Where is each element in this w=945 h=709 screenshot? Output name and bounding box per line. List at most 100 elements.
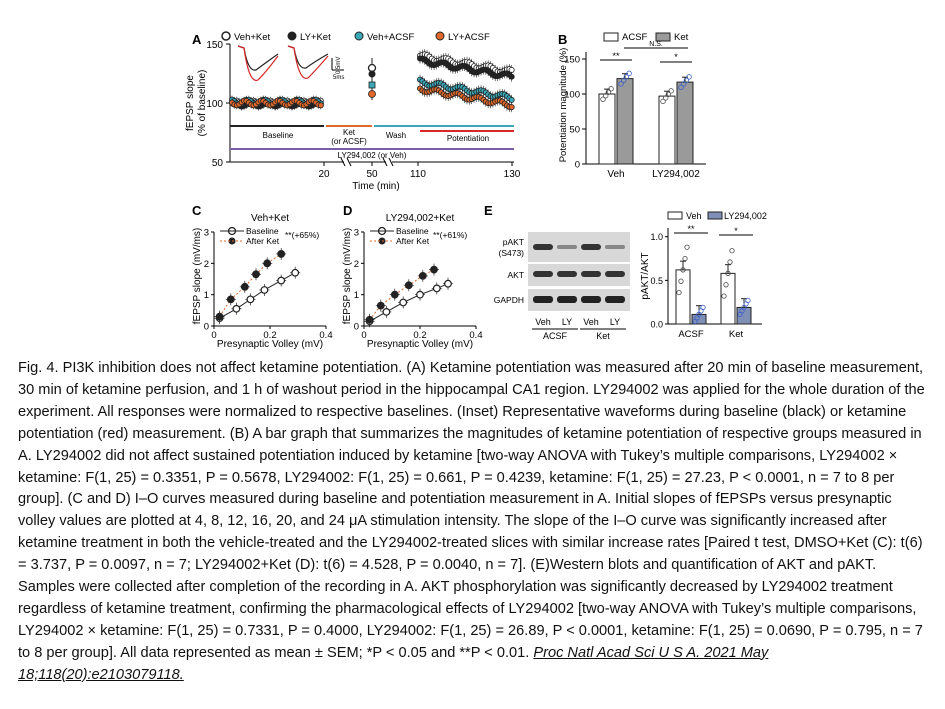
panel-c-point-after-ket (277, 250, 286, 258)
panel-b-datapoint (626, 70, 632, 77)
panel-d-ytick-label: 1 (354, 290, 359, 301)
panel-b-x-ly: LY294,002 (652, 169, 700, 180)
panel-e-ylabel: pAKT/AKT (640, 252, 651, 299)
panel-a-xtick-110: 110 (410, 169, 426, 180)
panel-d-line-after-ket (369, 269, 435, 321)
panel-b-datapoint (618, 81, 624, 87)
panel-d-ytick-label: 2 (354, 259, 359, 270)
panel-c-point-after-ket (263, 259, 272, 268)
panel-b-datapoint (623, 74, 630, 80)
panel-c-legend-afterket: After Ket (246, 236, 280, 246)
lane-1: Veh (535, 317, 551, 327)
panel-c-point-baseline (277, 276, 286, 285)
panel-d-ytick-label: 3 (354, 228, 359, 239)
panel-a-ylabel-2: (% of baseline) (197, 70, 208, 137)
blot-group-ket: Ket (596, 331, 610, 341)
panel-e-sig-ket: * (734, 226, 738, 236)
blot-group-acsf: ACSF (543, 331, 568, 341)
panel-b-datapoint (668, 88, 674, 94)
panel-c-ytick-label: 2 (204, 259, 209, 270)
panel-b-datapoint (678, 84, 684, 91)
panel-d-point-baseline (399, 298, 408, 307)
panel-e-bar-veh (720, 272, 736, 325)
panel-c-point-baseline (291, 268, 300, 277)
panel-c-ytick-label: 0 (204, 322, 209, 333)
panel-b-label: B (558, 32, 567, 47)
panel-d-ylabel: fEPSP slope (mV/ms) (342, 228, 353, 325)
tc-point-veh-acsf (508, 96, 515, 103)
panel-a-ytick-100: 100 (206, 99, 223, 110)
panel-b-datapoint (686, 74, 692, 80)
panel-e-ytick-label: 0.0 (650, 320, 663, 330)
panel-e-legend-ly: LY294,002 (724, 211, 767, 221)
panel-b-bar-ket (676, 81, 694, 165)
panel-b-sig-ly: * (674, 52, 678, 62)
tc-point-ly-ket (508, 73, 515, 80)
lane-2: LY (562, 317, 572, 327)
panel-d-legend-baseline: Baseline (396, 226, 429, 236)
panel-e-datapoint (678, 278, 684, 284)
panel-b-datapoint (600, 96, 606, 102)
panel-e-label: E (484, 203, 493, 218)
panel-b-legend-ket: Ket (674, 32, 689, 43)
western-blot (528, 232, 630, 311)
figure-caption: Fig. 4. PI3K inhibition does not affect … (18, 358, 930, 687)
panel-b-ytick-label: 150 (564, 55, 580, 66)
panel-c-point-baseline (246, 295, 255, 304)
panel-d-xtick-label: 0.4 (469, 330, 482, 341)
panel-c-point-baseline (260, 286, 269, 294)
panel-c-legend-baseline: Baseline (246, 226, 279, 236)
panel-b-datapoint (603, 93, 609, 99)
panel-d-point-after-ket (376, 301, 385, 310)
blot-label-pakt: pAKT (503, 237, 524, 247)
panel-e-datapoint (729, 248, 735, 254)
panel-e-datapoint (721, 293, 727, 299)
mid-point-markers (367, 58, 377, 100)
panel-a-label: A (192, 32, 202, 47)
panel-b-sig-veh: ** (612, 51, 620, 61)
panel-d-point-baseline (432, 284, 441, 293)
panel-e-sig-acsf: ** (687, 224, 695, 234)
bar-baseline: Baseline (263, 131, 294, 140)
panel-b: B ACSF Ket Potentiation magnitude (%) 0 5… (558, 32, 706, 180)
panel-d-point-baseline (444, 279, 452, 288)
legend-veh-ket: Veh+Ket (234, 32, 271, 43)
panel-a-xlabel: Time (min) (352, 181, 399, 192)
tc-point-ly-acsf (508, 104, 515, 111)
panel-c: C Veh+Ket fEPSP slope (mV/ms) Presynapti… (192, 203, 333, 350)
panel-e-datapoint (727, 259, 733, 265)
bar-ket: Ket (343, 128, 356, 137)
panel-a: A Veh+Ket LY+Ket Veh+ACSF LY+ACSF 150 10… (185, 31, 521, 192)
time-course-traces (228, 49, 515, 113)
panel-c-point-after-ket (240, 282, 249, 291)
panel-e-datapoint (745, 297, 751, 304)
panel-b-datapoint (681, 81, 687, 87)
panel-c-point-after-ket (215, 312, 224, 321)
panel-b-datapoint (660, 98, 666, 105)
panel-b-datapoint (608, 86, 614, 92)
panel-e-ytick-label: 0.5 (650, 276, 663, 286)
blot-label-akt: AKT (507, 270, 524, 280)
panel-e-ytick-label: 1.0 (650, 232, 663, 242)
panel-e-datapoint (680, 267, 686, 273)
panel-e-datapoint (723, 282, 729, 288)
legend-veh-acsf-marker (354, 31, 364, 41)
panel-b-ytick-label: 50 (569, 125, 580, 136)
panel-d-label: D (343, 203, 352, 218)
panel-b-datapoint (605, 89, 612, 95)
panel-c-point-after-ket (226, 295, 235, 304)
panel-c-sig: **(+65%) (285, 230, 319, 240)
panel-e-legend-veh: Veh (686, 211, 702, 221)
panel-d-point-after-ket (390, 290, 399, 299)
panel-c-ylabel: fEPSP slope (mV/ms) (192, 228, 203, 325)
panel-d-point-after-ket (418, 271, 427, 280)
caption-citation: Proc Natl Acad Sci U S A. 2021 May 18;11… (18, 644, 769, 683)
panel-b-ytick-label: 0 (575, 160, 580, 171)
panel-a-xtick-50: 50 (366, 169, 378, 180)
panel-d-xtick-label: 0 (361, 330, 366, 341)
legend-ly-acsf-marker (435, 31, 445, 41)
lane-4: LY (610, 317, 620, 327)
panel-c-ytick-label: 3 (204, 228, 209, 239)
panel-d-point-after-ket (365, 315, 374, 324)
panel-e-datapoint (684, 244, 690, 250)
